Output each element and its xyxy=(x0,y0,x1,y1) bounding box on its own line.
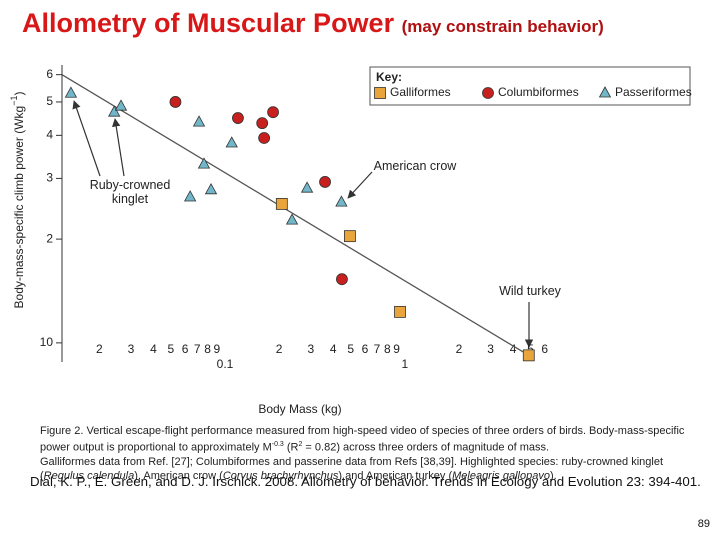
point xyxy=(192,115,206,127)
annotation: Wild turkey xyxy=(499,284,561,298)
caption-text: ), American crow ( xyxy=(134,469,223,482)
title: Allometry of Muscular Power xyxy=(22,8,395,38)
citation: Dial, K. P., E. Green, and D. J. Irschic… xyxy=(30,474,701,489)
x-tick-label: 6 xyxy=(182,342,189,356)
x-tick-label: 3 xyxy=(128,342,135,356)
x-tick-label: 7 xyxy=(194,342,201,356)
y-tick-label: 2 xyxy=(46,231,53,245)
caption-text: ) and American turkey ( xyxy=(338,469,453,482)
point xyxy=(258,132,271,144)
x-tick-label: 8 xyxy=(384,342,391,356)
legend-marker xyxy=(598,86,612,98)
chart: Key: Body Mass (kg) Body-mass-specific c… xyxy=(9,65,692,416)
point xyxy=(114,99,128,111)
x-tick-label: 4 xyxy=(150,342,157,356)
caption-text: ). xyxy=(549,469,557,482)
caption-text: Figure 2. Vertical escape-flight perform… xyxy=(40,425,685,454)
caption-sup: -0.3 xyxy=(271,441,284,448)
caption-sup: 2 xyxy=(298,441,303,448)
point xyxy=(183,190,197,202)
caption-species: Regulus calendula xyxy=(43,469,135,482)
y-axis-label: Body-mass-specific climb power (Wkg−1) xyxy=(9,92,26,309)
point xyxy=(344,230,356,243)
point xyxy=(197,157,211,169)
x-axis-label: Body Mass (kg) xyxy=(258,402,341,416)
annotation-arrow xyxy=(112,118,125,177)
subtitle: (may constrain behavior) xyxy=(401,17,604,36)
x-tick-label: 3 xyxy=(487,342,494,356)
x-tick-label: 9 xyxy=(213,342,220,356)
y-tick-label: 4 xyxy=(46,128,53,142)
x-tick-label: 9 xyxy=(393,342,400,356)
point xyxy=(169,96,182,108)
point xyxy=(336,273,348,286)
point xyxy=(319,176,331,188)
x-tick-label: 5 xyxy=(347,342,354,356)
y-axis-label-end: ) xyxy=(12,92,26,96)
legend-title: Key: xyxy=(376,70,402,84)
legend-marker xyxy=(374,87,386,99)
legend-label: Galliformes xyxy=(390,85,451,99)
x-tick-label: 3 xyxy=(307,342,314,356)
x-tick-label: 0.1 xyxy=(217,357,234,371)
figure-caption: Figure 2. Vertical escape-flight perform… xyxy=(40,424,702,483)
point xyxy=(275,198,288,210)
x-tick-label: 4 xyxy=(510,342,517,356)
x-tick-label: 2 xyxy=(276,342,283,356)
y-tick-label: 5 xyxy=(46,94,53,108)
point xyxy=(285,213,299,225)
point xyxy=(522,349,535,362)
legend-label: Passeriformes xyxy=(615,85,692,99)
point xyxy=(232,112,244,124)
caption-text: (R xyxy=(283,441,299,454)
x-tick-label: 1 xyxy=(401,357,408,371)
y-axis-label-text: Body-mass-specific climb power (Wkg xyxy=(12,106,26,309)
x-tick-label: 8 xyxy=(204,342,211,356)
y-axis-label-sup: −1 xyxy=(9,96,19,106)
caption-species: Meleagris gallopavo xyxy=(452,469,550,482)
x-tick-label: 2 xyxy=(456,342,463,356)
point xyxy=(335,195,348,207)
y-tick-label: 3 xyxy=(46,171,53,185)
annotation-arrow xyxy=(72,100,101,177)
point xyxy=(300,181,314,193)
trend-line xyxy=(61,74,530,356)
point xyxy=(204,182,218,195)
point xyxy=(394,305,406,318)
annotation: Ruby-crowned kinglet xyxy=(89,178,171,206)
point xyxy=(267,106,279,119)
x-tick-label: 6 xyxy=(362,342,369,356)
caption-text: = 0.82) across three orders of magnitude… xyxy=(302,441,550,454)
point xyxy=(64,86,78,98)
slide-title: Allometry of Muscular Power (may constra… xyxy=(22,8,604,39)
y-tick-label: 6 xyxy=(46,67,53,81)
point xyxy=(108,105,121,117)
y-tick-label: 10 xyxy=(40,335,54,349)
x-tick-label: 6 xyxy=(541,342,548,356)
legend-label: Columbiformes xyxy=(498,85,579,99)
x-tick-label: 2 xyxy=(96,342,103,356)
annotation: American crow xyxy=(373,159,457,173)
x-tick-label: 4 xyxy=(330,342,337,356)
point xyxy=(256,117,269,130)
x-tick-label: 5 xyxy=(168,342,175,356)
x-tick-label: 7 xyxy=(374,342,381,356)
point xyxy=(225,136,238,148)
annotation-arrow xyxy=(347,171,373,199)
caption-species: Corvus brachyrhynchus xyxy=(222,469,339,482)
caption-text: Galliformes data from Ref. [27]; Columbi… xyxy=(40,455,664,482)
legend-box xyxy=(369,66,691,106)
page-number: 89 xyxy=(697,518,710,530)
x-tick-label: 5 xyxy=(527,342,534,356)
legend-marker xyxy=(482,87,494,99)
